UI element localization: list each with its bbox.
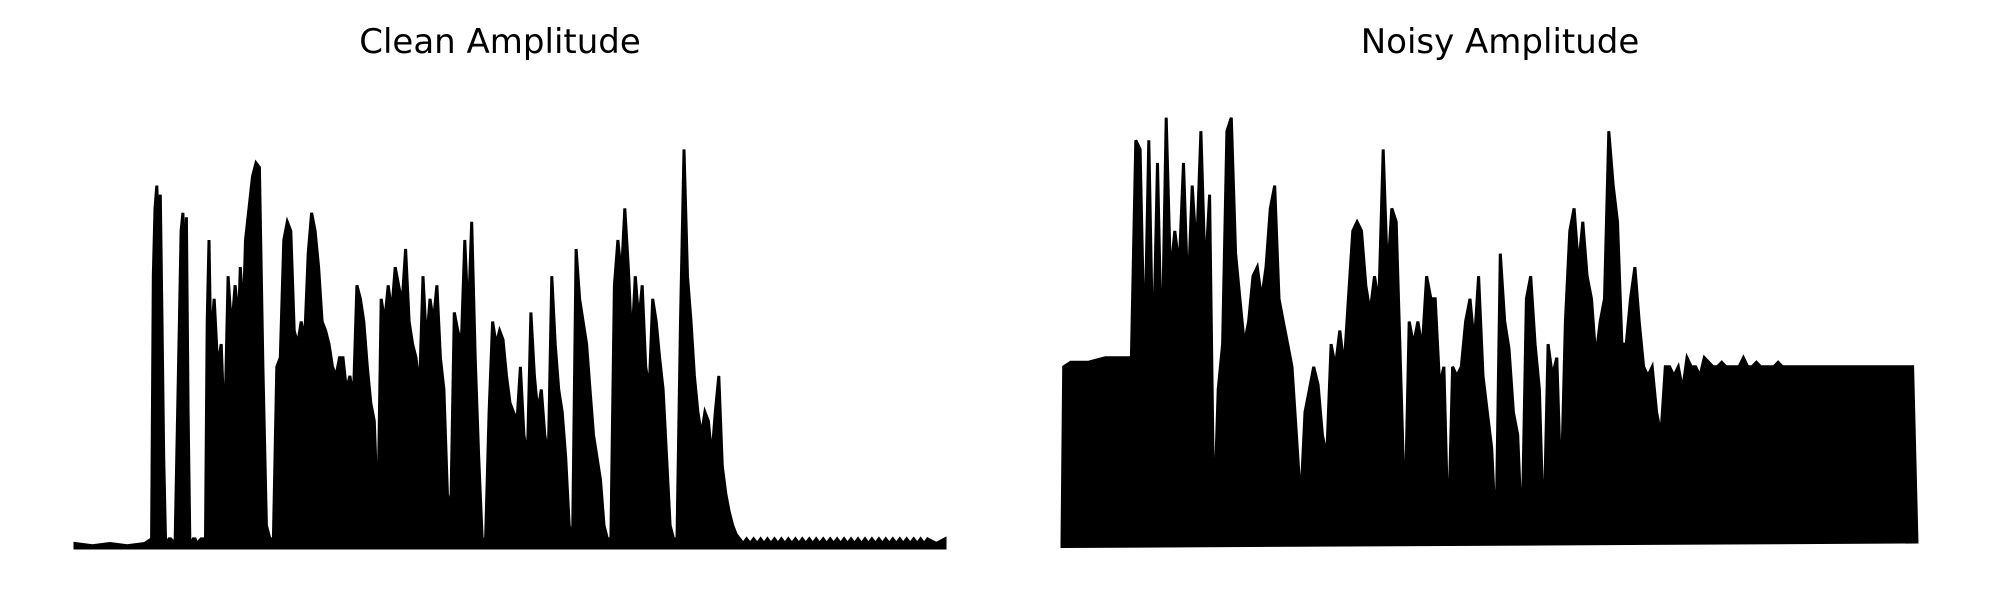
clean-amplitude-plot bbox=[73, 149, 947, 550]
noisy-amplitude-plot bbox=[1060, 117, 1919, 548]
clean-amplitude-series bbox=[73, 149, 947, 550]
chart-title: Noisy Amplitude bbox=[1360, 22, 1640, 62]
chart-panel-clean: Clean Amplitude bbox=[73, 22, 947, 550]
chart-panel-noisy: Noisy Amplitude bbox=[1000, 0, 2000, 600]
chart-title: Clean Amplitude bbox=[359, 22, 641, 62]
noisy-amplitude-series bbox=[1060, 117, 1919, 548]
